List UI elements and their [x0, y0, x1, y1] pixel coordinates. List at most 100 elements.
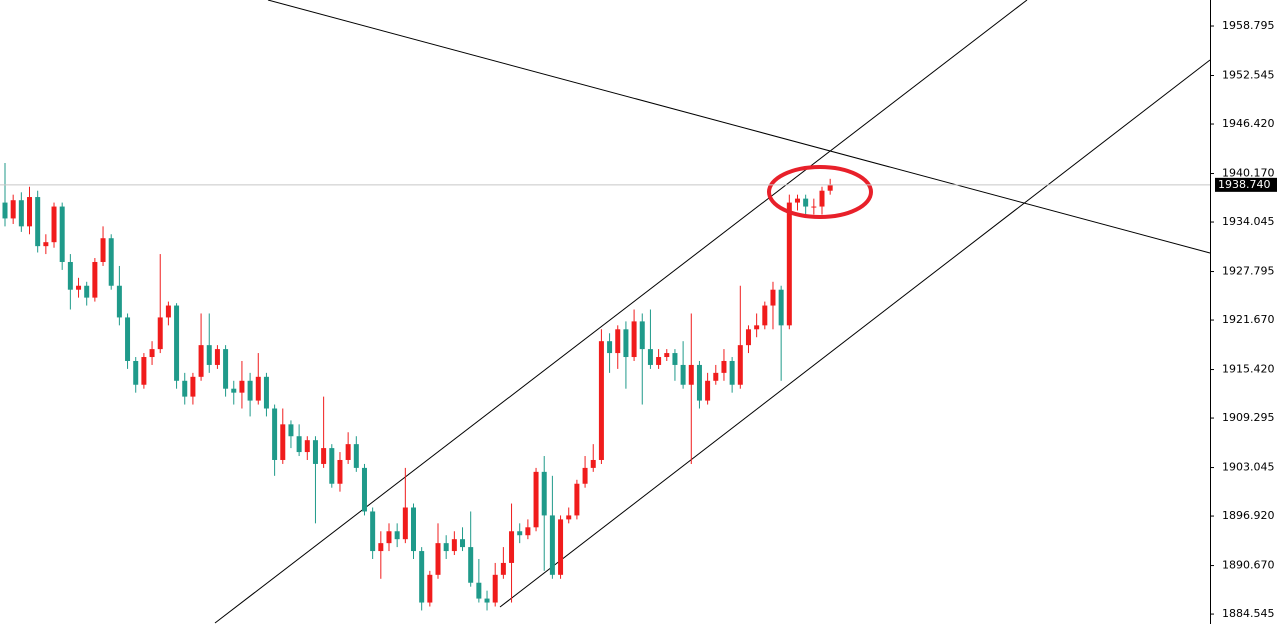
candle-body [141, 357, 147, 385]
candle-body [574, 483, 580, 516]
candle-body [451, 539, 457, 552]
channel-line [499, 59, 1211, 608]
candle-body [304, 440, 310, 453]
y-tick-label: 1909.295 [1222, 411, 1275, 424]
y-tick-label: 1921.670 [1222, 313, 1275, 326]
candle-body [182, 380, 188, 397]
candle-body [76, 285, 82, 290]
candle-body [288, 424, 294, 437]
y-tick-label: 1884.545 [1222, 607, 1275, 620]
candle-body [647, 349, 653, 365]
candle-body [255, 376, 261, 401]
candle-body [108, 238, 114, 286]
candle-body [664, 353, 670, 358]
candle-body [59, 206, 65, 262]
y-tick-label: 1934.045 [1222, 215, 1275, 228]
candle-body [713, 372, 719, 381]
candle-body [631, 321, 637, 358]
candle-body [468, 547, 474, 583]
y-tick-label: 1890.670 [1222, 559, 1275, 572]
candles [2, 162, 833, 611]
candle-body [231, 388, 237, 393]
candle-body [206, 345, 212, 365]
channel-line [214, 0, 1028, 624]
candle-body [745, 329, 751, 346]
candle-body [43, 242, 49, 247]
candle-body [361, 467, 367, 512]
candle-body [803, 198, 809, 207]
candle-body [263, 376, 269, 409]
candle-body [329, 448, 335, 484]
highlight-circle [767, 165, 873, 219]
candle-body [165, 305, 171, 318]
candle-body [190, 376, 196, 397]
candle-body [509, 531, 515, 563]
candle-body [337, 459, 343, 484]
candle-body [378, 543, 384, 552]
candle-body [819, 190, 825, 207]
candle-body [280, 424, 286, 460]
candle-body [133, 360, 139, 385]
candle-body [443, 543, 449, 552]
candle-body [370, 511, 376, 552]
candle-body [623, 329, 629, 358]
candle-body [492, 574, 498, 603]
candle-body [239, 380, 245, 393]
candle-body [198, 345, 204, 377]
candle-body [762, 305, 768, 326]
y-tick-label: 1946.420 [1222, 117, 1275, 130]
candle-body [672, 353, 678, 365]
candle-body [582, 467, 588, 484]
candle-body [525, 527, 531, 536]
candle-body [345, 444, 351, 460]
candle-body [558, 519, 564, 575]
candle-body [484, 598, 490, 603]
candle-body [67, 261, 73, 290]
candle-body [705, 380, 711, 401]
candle-body [500, 562, 506, 575]
candle-body [533, 471, 539, 528]
candle-body [321, 448, 327, 464]
candle-body [353, 444, 359, 468]
candle-body [460, 539, 466, 548]
last-price-label: 1938.740 [1218, 178, 1271, 191]
y-tick-label: 1896.920 [1222, 509, 1275, 522]
candle-body [770, 289, 776, 306]
candle-body [312, 440, 318, 464]
candle-body [476, 582, 482, 599]
trend-line [267, 0, 1211, 254]
candle-body [549, 515, 555, 575]
candle-body [688, 364, 694, 385]
candle-body [590, 459, 596, 468]
candle-body [125, 317, 131, 361]
candle-body [10, 200, 16, 219]
candle-body [427, 574, 433, 603]
y-tick-label: 1915.420 [1222, 363, 1275, 376]
candle-body [435, 543, 441, 575]
candle-body [394, 531, 400, 540]
candle-body [639, 321, 645, 350]
y-tick-label: 1927.795 [1222, 265, 1275, 278]
candle-body [223, 349, 229, 389]
candle-body [51, 206, 57, 243]
candle-body [598, 341, 604, 460]
candle-body [386, 531, 392, 544]
candle-body [615, 329, 621, 354]
candle-body [27, 197, 33, 227]
candle-body [100, 238, 106, 262]
candle-body [214, 349, 220, 365]
candle-body [656, 357, 662, 365]
candle-body [811, 206, 817, 208]
candle-body [411, 507, 416, 552]
candle-body [149, 349, 155, 358]
candle-body [721, 360, 727, 373]
candle-body [402, 507, 408, 540]
candle-body [786, 202, 792, 326]
y-tick-label: 1958.795 [1222, 19, 1275, 32]
y-tick-label: 1903.045 [1222, 461, 1275, 474]
candle-body [517, 531, 523, 536]
candle-body [116, 285, 122, 318]
candle-body [680, 364, 686, 385]
